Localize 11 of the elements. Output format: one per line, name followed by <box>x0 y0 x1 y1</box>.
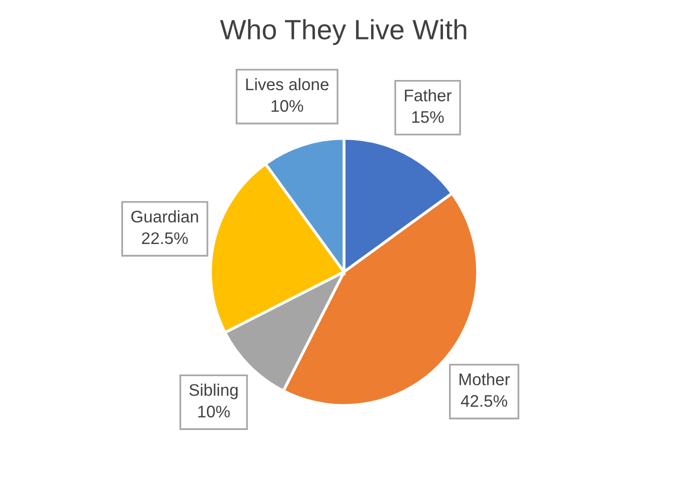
data-label: 42.5% <box>460 395 508 407</box>
slice-label: Sibling <box>189 384 238 400</box>
slice-label: Mother <box>460 373 510 386</box>
chart-title: Who They Live With <box>220 19 466 45</box>
data-label: 10% <box>198 406 230 418</box>
slice-label: Lives alone <box>246 78 328 90</box>
slice-label: Father <box>404 89 452 102</box>
data-label: 10% <box>272 100 304 112</box>
data-label: 15% <box>412 111 444 123</box>
slice-label: Guardian <box>131 210 198 223</box>
data-label: 22.5% <box>142 232 188 244</box>
